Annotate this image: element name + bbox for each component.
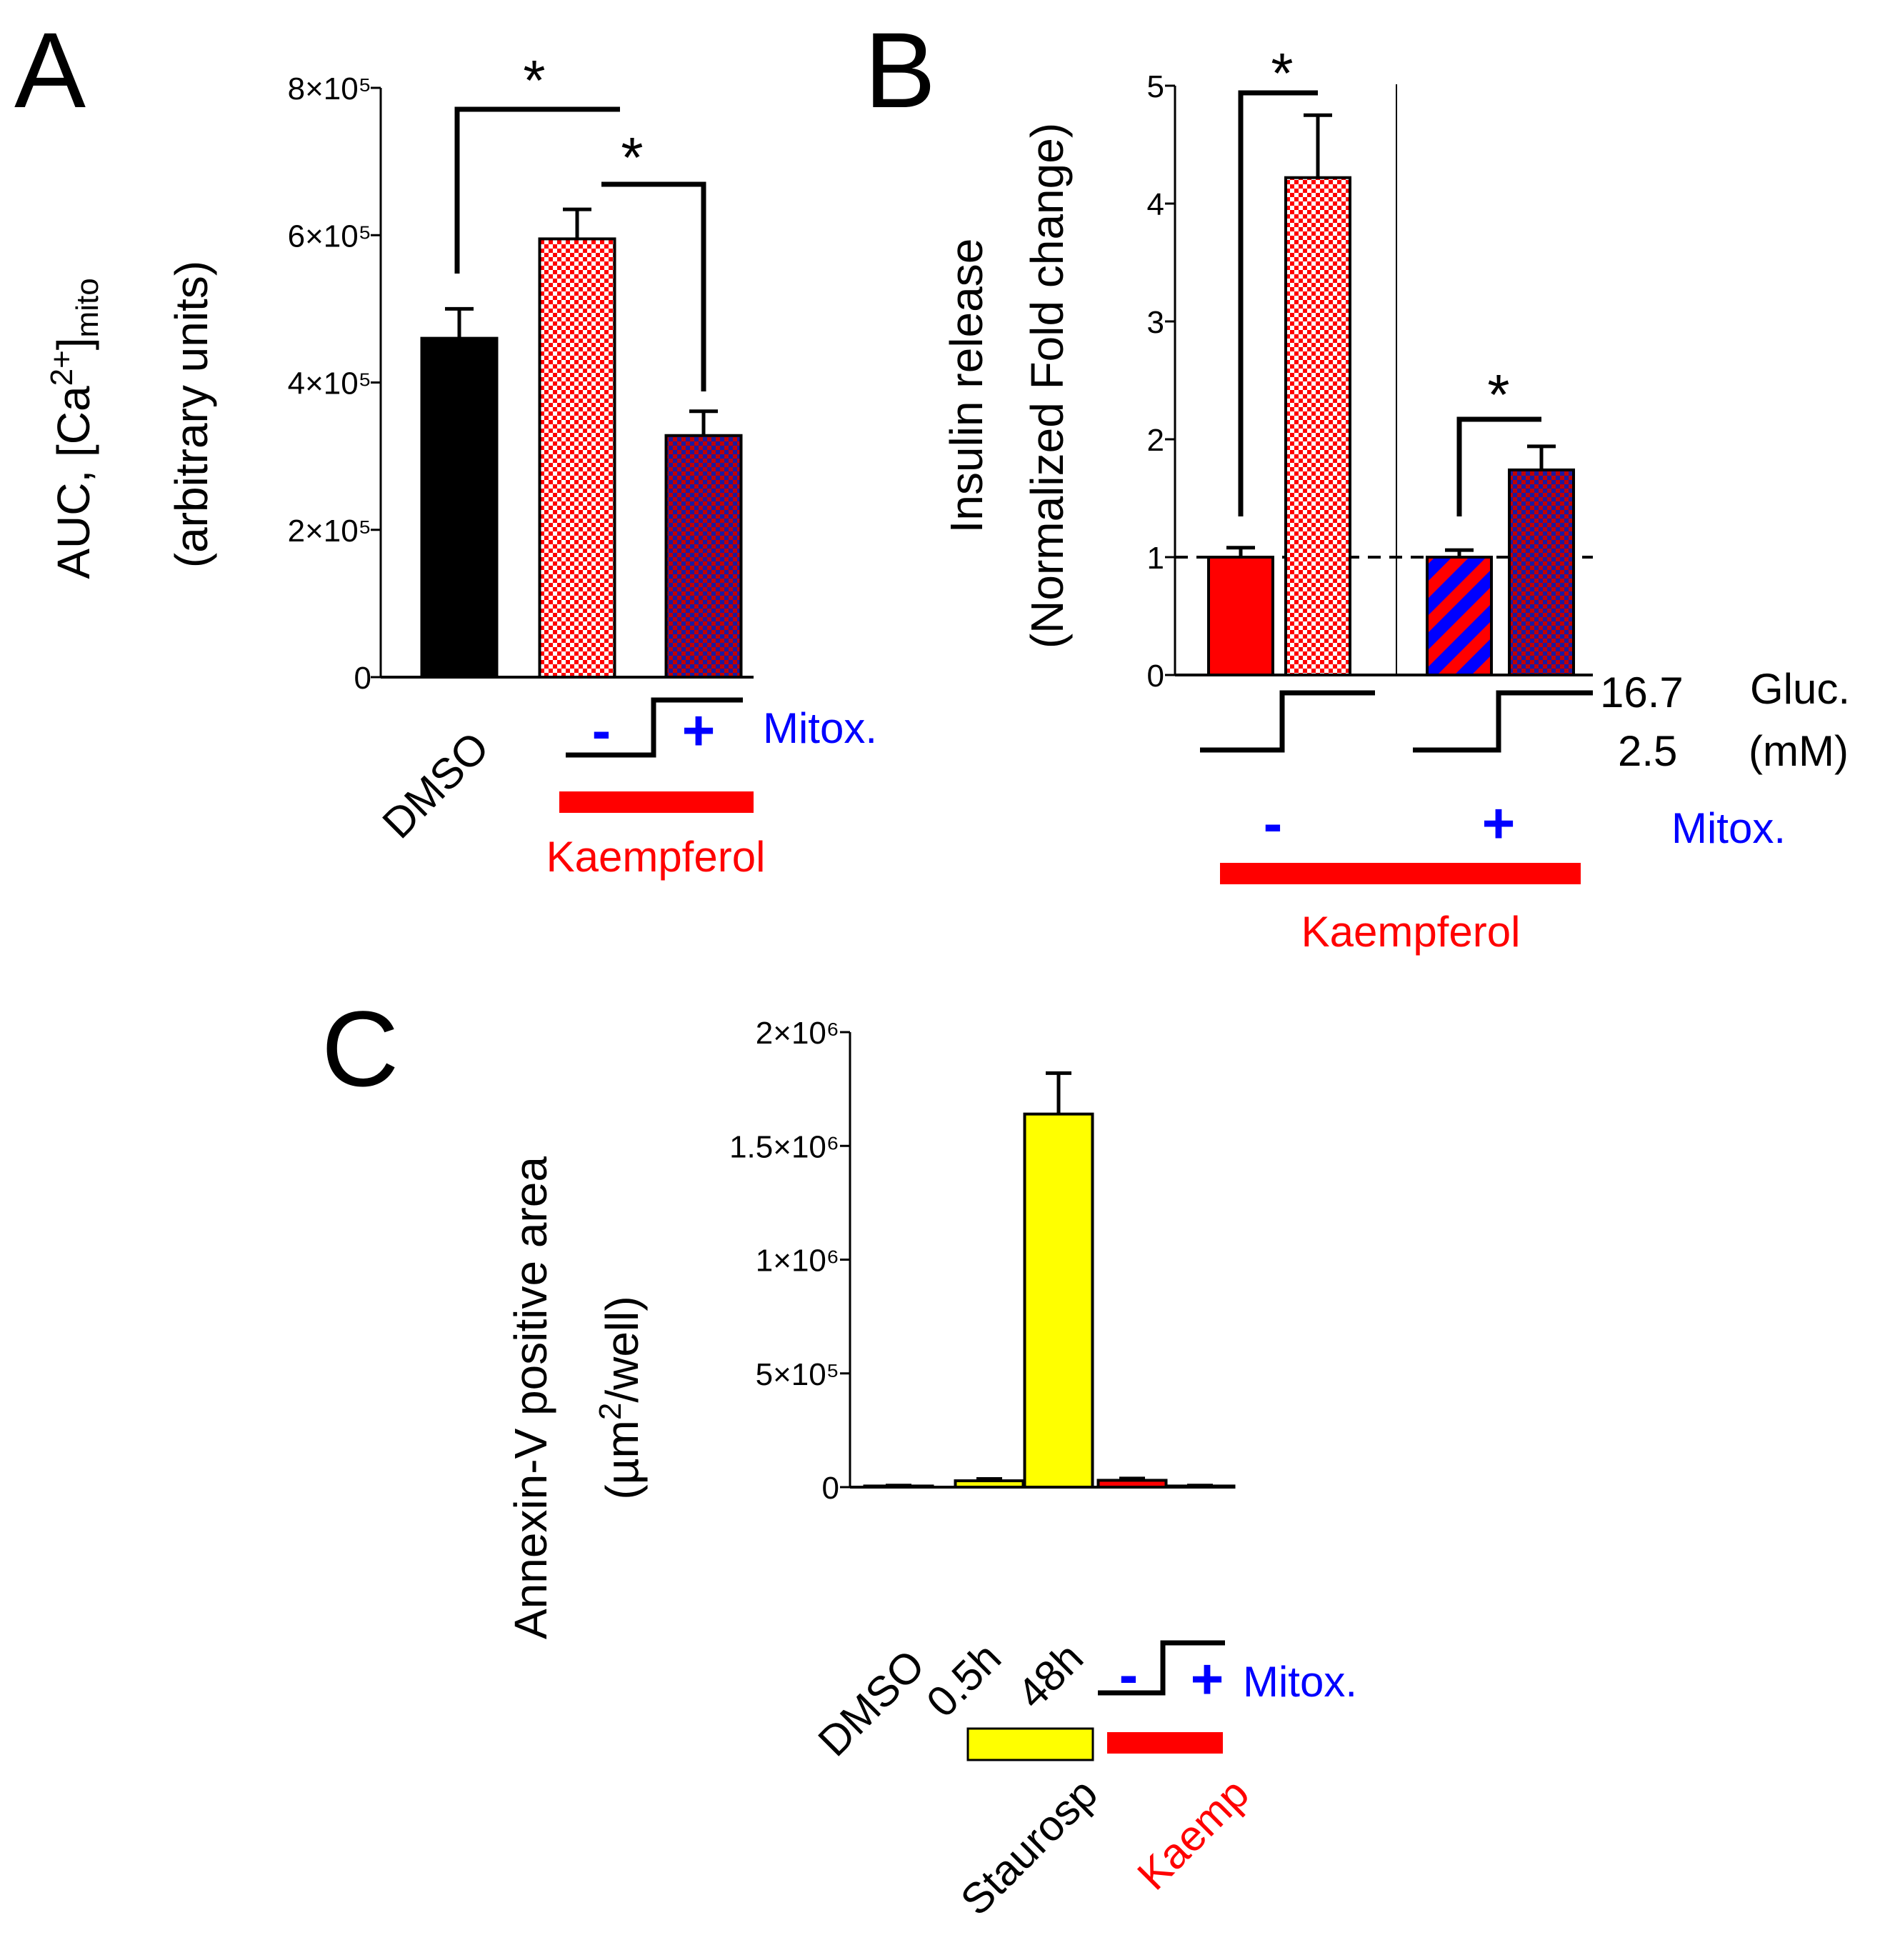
panel-b-glucose-step-1 [1200,690,1375,753]
panel-b-mitox-plus: + [1482,791,1516,855]
panel-c-staurosp-label: Staurosp [951,1769,1106,1924]
panel-b-mitox-label: Mitox. [1671,804,1786,852]
panel-b-significance-bracket-2 [1456,416,1541,516]
panel-c-y-tick-label: 1×10⁶ [756,1244,839,1279]
panel-c-y-tick-label: 5×10⁵ [756,1357,839,1392]
panel-b-bar [1508,468,1575,677]
panel-b-y-axis-label: Insulin release [941,239,992,534]
panel-c-mitox-plus: + [1191,1647,1224,1711]
panel-b-gluc-low: 2.5 [1618,727,1677,775]
panel-a-chart: AUC, [Ca2+]mito (arbitrary units) 0 2×10⁵… [44,49,877,881]
panel-b-y-tick-label: 2 [1147,423,1164,458]
panel-a-mitox-step [566,697,743,758]
panel-letter-b: B [864,10,936,130]
panel-b-bar [1426,556,1493,676]
panel-c-kaemp-bar [1107,1732,1223,1754]
panel-b-kaempferol-label: Kaempferol [1301,908,1521,956]
panel-c-y-tick-label: 0 [822,1471,839,1506]
panel-c-mitox-step [1098,1640,1225,1696]
panel-b-bar [1284,176,1351,676]
panel-b-y-tick-label: 0 [1147,659,1164,694]
panel-c-label-dmso: DMSO [809,1641,934,1766]
panel-a-significance-star-2: * [621,126,643,189]
panel-a-y-tick-label: 8×10⁵ [288,71,371,106]
panel-a-mitox-label: Mitox. [763,704,877,752]
panel-c-y-axis-label: Annexin-V positive area [505,1156,556,1639]
panel-b-y-tick-label: 3 [1147,305,1164,340]
panel-a-label-dmso: DMSO [374,723,499,848]
panel-c-bar [1023,1112,1094,1489]
panel-c-bar [954,1479,1025,1489]
panel-c-mitox-minus: - [1119,1643,1139,1706]
panel-a-significance-bracket-2 [601,181,706,391]
panel-a-y-tick-label: 2×10⁵ [288,514,371,549]
panel-b-kaempferol-bar [1220,863,1581,884]
panel-a-significance-star-1: * [523,49,545,112]
panel-c-y-axis-label-units: (µm2/well) [593,1296,648,1499]
panel-b-mitox-minus: - [1264,791,1283,855]
panel-b-y-tick-label: 4 [1147,187,1164,222]
panel-c-y-tick-label: 2×10⁶ [756,1016,839,1051]
panel-b-glucose-step-2 [1413,690,1593,753]
panel-b-chart: Insulin release (Normalized Fold change)… [941,41,1850,956]
panel-a-significance-bracket-1 [454,106,620,274]
panel-b-bar [1207,556,1274,676]
panel-b-significance-star-2: * [1487,363,1509,426]
panel-b-y-tick-label: 1 [1147,541,1164,576]
panel-c-kaemp-label: Kaemp [1128,1769,1258,1899]
panel-c-bar [1096,1479,1168,1489]
panel-a-y-tick-label: 6×10⁵ [288,219,371,254]
panel-a-y-tick-label: 4×10⁵ [288,366,371,401]
panel-b-mm-label: (mM) [1749,727,1849,775]
panel-letter-a: A [14,10,86,130]
panel-a-y-axis-label: AUC, [Ca2+]mito [44,278,105,579]
panel-b-gluc-high: 16.7 [1600,669,1684,716]
panel-a-bar [664,434,743,679]
panel-a-kaempferol-bar [559,791,754,813]
panel-c-y-tick-label: 1.5×10⁶ [729,1129,839,1164]
panel-c-label-48h: 48h [1008,1634,1092,1718]
panel-a-bar [538,237,616,679]
panel-c-mitox-label: Mitox. [1243,1658,1357,1706]
panel-a-mitox-minus: - [592,699,611,762]
panel-b-y-axis-label-units: (Normalized Fold change) [1021,123,1073,649]
panel-b-y-tick-label: 5 [1147,69,1164,104]
panel-c-label-05h: 0.5h [917,1634,1010,1726]
panel-b-significance-bracket-1 [1238,90,1318,516]
panel-b-gluc-label: Gluc. [1750,665,1850,713]
panel-a-kaempferol-label: Kaempferol [546,833,766,881]
panel-a-mitox-plus: + [682,699,716,762]
panel-a-bar [420,336,499,679]
panel-a-y-tick-label: 0 [354,661,371,696]
panel-letter-c: C [321,989,399,1109]
panel-b-significance-star-1: * [1271,41,1293,105]
panel-c-chart: Annexin-V positive area (µm2/well) 0 5×10… [505,1016,1357,1924]
panel-a-y-axis-label-units: (arbitrary units) [166,261,217,568]
panel-c-staurosp-bar [966,1727,1094,1761]
